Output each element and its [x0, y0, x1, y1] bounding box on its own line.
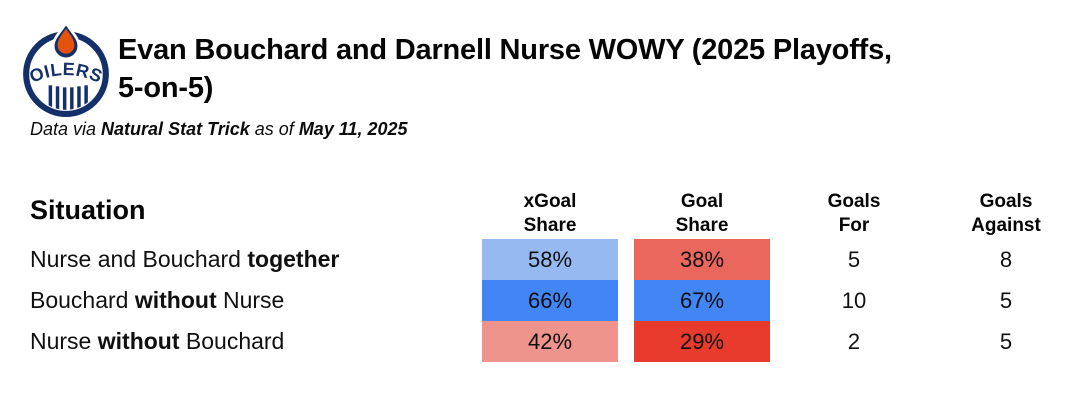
oilers-logo: OILERS: [20, 20, 112, 118]
page-title: Evan Bouchard and Darnell Nurse WOWY (20…: [118, 31, 1078, 107]
header-line: xGoal: [523, 191, 577, 212]
header-line: Share: [523, 215, 577, 236]
cell-xgoal-share: 58%: [482, 239, 618, 280]
oil-drop-icon: [51, 20, 81, 61]
wowy-table: Situation xGoal Share Goal Share Goals F…: [30, 181, 1074, 362]
header-line: Goals: [979, 191, 1033, 212]
label-text: Nurse: [216, 287, 285, 313]
title-line-1: Evan Bouchard and Darnell Nurse WOWY (20…: [118, 34, 892, 66]
cell-xgoal-share: 42%: [482, 321, 618, 362]
row-label-together: Nurse and Bouchard together: [30, 239, 466, 280]
row-label-nurse-without: Nurse without Bouchard: [30, 321, 466, 362]
cell-goals-against: 5: [999, 287, 1013, 313]
header-line: Goals: [827, 191, 881, 212]
subtitle-prefix: Data via: [30, 119, 102, 139]
logo-stripes: [48, 85, 88, 110]
header-line: Against: [971, 215, 1041, 236]
label-text: Bouchard: [179, 328, 285, 354]
cell-xgoal-share: 66%: [482, 280, 618, 321]
label-text: Nurse: [30, 328, 98, 354]
label-bold: without: [97, 328, 180, 354]
cell-goals-for: 2: [847, 328, 861, 354]
column-header-situation: Situation: [30, 195, 146, 225]
subtitle-middle: as of: [249, 119, 299, 139]
cell-goals-for: 10: [841, 287, 867, 313]
header-line: Share: [675, 215, 729, 236]
title-line-2: 5-on-5): [118, 72, 214, 104]
label-bold: without: [134, 287, 217, 313]
header-line: Goal: [680, 191, 724, 212]
column-header-xgoal-share: xGoal Share: [482, 181, 618, 239]
cell-goal-share: 29%: [634, 321, 770, 362]
column-header-goals-against: Goals Against: [938, 181, 1074, 239]
label-bold: together: [247, 246, 340, 272]
header-line: For: [838, 215, 870, 236]
column-header-goals-for: Goals For: [786, 181, 922, 239]
cell-goal-share: 67%: [634, 280, 770, 321]
label-text: Nurse and Bouchard: [30, 246, 248, 272]
data-source-note: Data via Natural Stat Trick as of May 11…: [30, 119, 408, 140]
subtitle-date: May 11, 2025: [298, 119, 408, 139]
label-text: Bouchard: [30, 287, 135, 313]
column-header-goal-share: Goal Share: [634, 181, 770, 239]
cell-goals-against: 8: [999, 246, 1013, 272]
oilers-logo-svg: OILERS: [23, 20, 109, 117]
cell-goal-share: 38%: [634, 239, 770, 280]
row-label-bouchard-without: Bouchard without Nurse: [30, 280, 466, 321]
cell-goals-for: 5: [847, 246, 861, 272]
cell-goals-against: 5: [999, 328, 1013, 354]
subtitle-source: Natural Stat Trick: [101, 119, 250, 139]
